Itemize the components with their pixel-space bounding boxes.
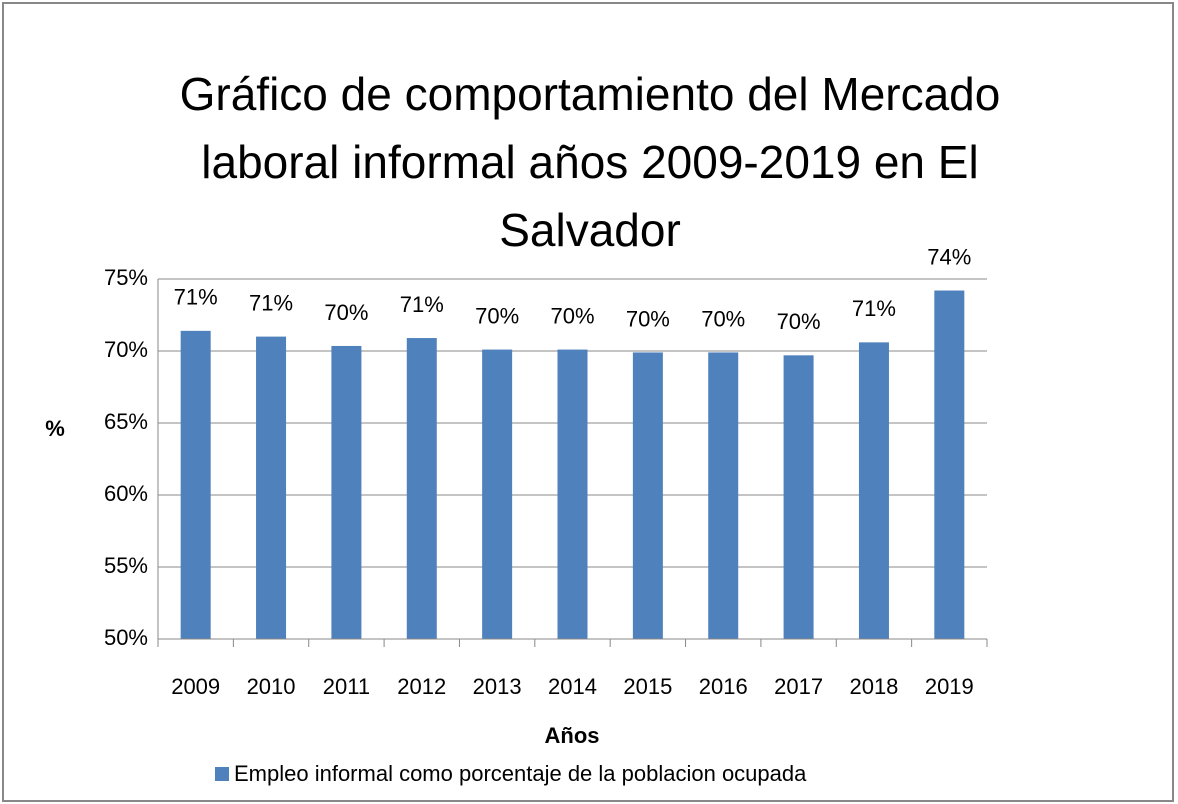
- value-label: 71%: [852, 296, 896, 321]
- x-tick-label: 2009: [171, 674, 220, 699]
- bar: [708, 352, 739, 639]
- value-label: 70%: [324, 300, 368, 325]
- bar: [934, 290, 965, 639]
- bar: [256, 336, 287, 639]
- y-tick-label: 75%: [104, 265, 148, 290]
- value-label: 70%: [701, 306, 745, 331]
- x-tick-label: 2017: [774, 674, 823, 699]
- y-tick-label: 60%: [104, 481, 148, 506]
- value-label: 71%: [400, 292, 444, 317]
- bar: [557, 349, 588, 639]
- y-tick-label: 50%: [104, 625, 148, 650]
- value-label: 70%: [475, 303, 519, 328]
- x-tick-label: 2014: [548, 674, 597, 699]
- y-tick-label: 55%: [104, 553, 148, 578]
- x-tick-label: 2018: [849, 674, 898, 699]
- bar: [406, 338, 437, 639]
- x-tick-label: 2013: [473, 674, 522, 699]
- x-axis-label: Años: [545, 723, 600, 748]
- value-label: 70%: [550, 303, 594, 328]
- bar: [783, 355, 814, 639]
- value-label: 71%: [174, 285, 218, 310]
- y-tick-label: 70%: [104, 337, 148, 362]
- value-label: 71%: [249, 290, 293, 315]
- y-tick-label: 65%: [104, 409, 148, 434]
- x-tick-label: 2011: [323, 674, 370, 699]
- x-tick-label: 2015: [623, 674, 672, 699]
- value-label: 74%: [927, 244, 971, 269]
- bar: [858, 342, 889, 639]
- legend-label: Empleo informal como porcentaje de la po…: [234, 761, 807, 786]
- x-tick-label: 2012: [397, 674, 446, 699]
- bar: [180, 330, 211, 639]
- chart-title: Gráfico de comportamiento del Mercado la…: [179, 68, 1001, 256]
- x-tick-label: 2010: [247, 674, 296, 699]
- value-label: 70%: [777, 309, 821, 334]
- y-axis-label: %: [45, 416, 65, 441]
- legend-swatch: [215, 767, 229, 781]
- x-tick-label: 2016: [699, 674, 748, 699]
- bar: [632, 352, 663, 639]
- value-label: 70%: [626, 306, 670, 331]
- bar: [331, 345, 362, 639]
- x-tick-label: 2019: [925, 674, 974, 699]
- bar: [482, 349, 513, 639]
